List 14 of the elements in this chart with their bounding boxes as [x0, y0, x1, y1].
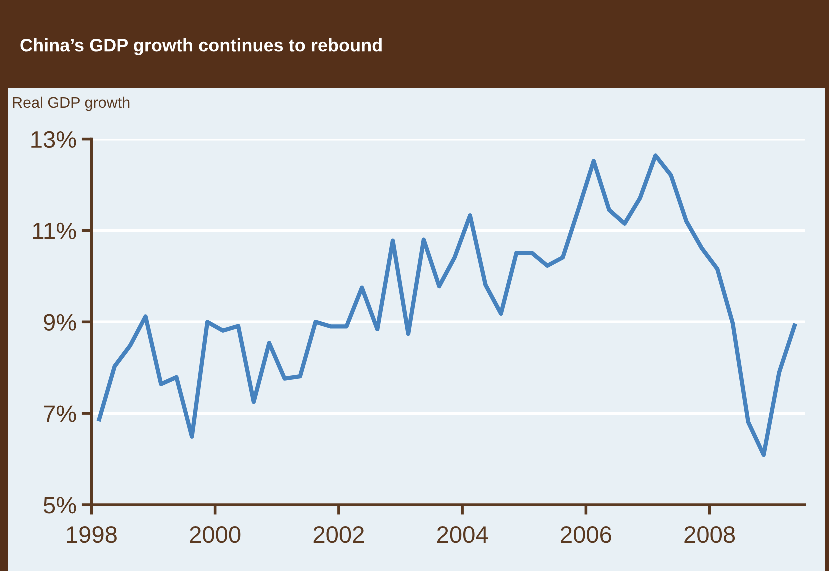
line-series [97, 154, 797, 458]
y-tick-label: 13% [32, 131, 76, 148]
x-tick-label: 2002 [314, 526, 364, 544]
y-axis-title: Real GDP growth [13, 96, 130, 112]
x-tick-label: 2004 [437, 526, 488, 544]
y-tick-label: 5% [44, 497, 76, 514]
x-tick-label: 2000 [190, 526, 241, 544]
chart-title: China’s GDP growth continues to rebound [20, 38, 382, 56]
x-tick-label: 1998 [67, 526, 117, 544]
y-tick-label: 9% [44, 314, 76, 331]
y-tick-label: 7% [44, 406, 76, 422]
x-tick-label: 2008 [684, 526, 736, 544]
x-tick-label: 2006 [561, 526, 612, 544]
y-tick-label: 11% [33, 222, 76, 240]
